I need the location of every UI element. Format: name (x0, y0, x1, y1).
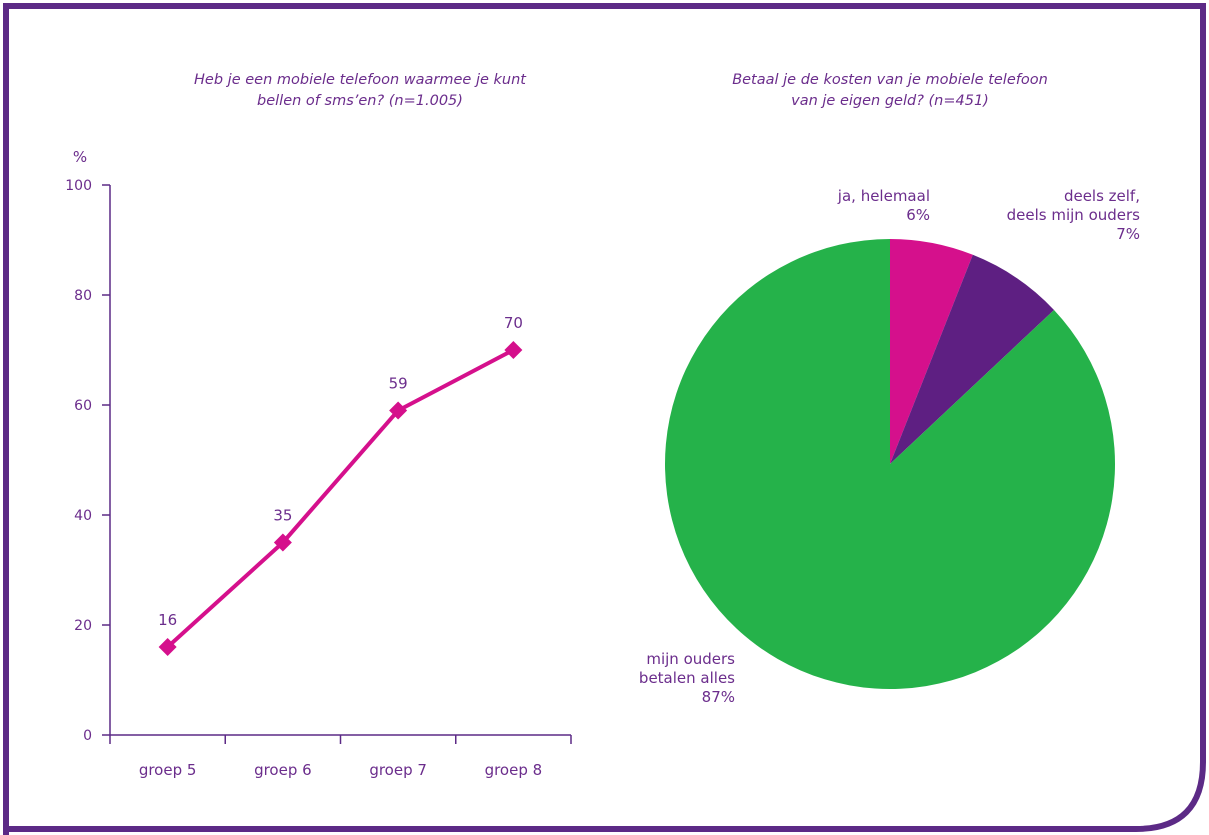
series-polyline (166, 348, 515, 649)
data-point-marker (158, 638, 177, 656)
line-chart-title-line-1: Heb je een mobiele telefoon waarmee je k… (194, 72, 526, 88)
pie-chart-title: Betaal je de kosten van je mobiele telef… (640, 70, 1140, 112)
pie-label-ouders-betalen-alles: mijn ouders betalen alles 87% (540, 650, 735, 707)
y-axis-label: % (73, 148, 87, 166)
line-chart-title: Heb je een mobiele telefoon waarmee je k… (100, 70, 620, 112)
y-tick-label: 60 (74, 398, 92, 414)
x-tick-label: groep 7 (369, 761, 427, 779)
data-point-marker (273, 533, 292, 552)
data-label: 70 (504, 314, 523, 332)
y-tick-label: 80 (74, 288, 92, 304)
y-tick-label: 40 (74, 508, 92, 524)
data-point-marker (389, 401, 408, 420)
y-tick-label: 0 (83, 728, 92, 744)
data-label: 35 (273, 507, 292, 525)
pie-label-text: ja, helemaal (837, 187, 930, 205)
data-point-marker (504, 341, 523, 359)
pie-label-text: deels zelf, (1063, 187, 1140, 205)
pie-slices (665, 239, 1116, 689)
data-label: 59 (389, 375, 408, 393)
x-axis: groep 5 groep 6 groep 7 groep 8 (109, 734, 572, 779)
pie-label-text: betalen alles (638, 669, 735, 687)
x-tick-label: groep 5 (139, 761, 197, 779)
pie-slice (890, 239, 973, 464)
pie-slice (665, 239, 1116, 689)
x-tick-label: groep 6 (254, 761, 312, 779)
pie-label-text: mijn ouders (646, 650, 735, 668)
x-tick-label: groep 8 (485, 761, 543, 779)
pie-label-percent: 6% (906, 206, 930, 224)
pie-label-percent: 7% (1116, 225, 1140, 243)
series-line: 16 35 59 70 (158, 314, 523, 656)
line-chart-title-line-2: bellen of sms’en? (n=1.005) (257, 93, 463, 109)
pie-label-deels-zelf: deels zelf, deels mijn ouders 7% (940, 187, 1140, 244)
data-label: 16 (158, 611, 177, 629)
pie-chart-title-line-2: van je eigen geld? (n=451) (791, 93, 989, 109)
y-axis: 0 20 40 60 80 100 (65, 178, 111, 744)
pie-label-text: deels mijn ouders (1006, 206, 1140, 224)
pie-slice (890, 254, 1055, 464)
y-tick-label: 20 (74, 618, 92, 634)
y-tick-label: 100 (65, 178, 92, 194)
pie-chart-title-line-1: Betaal je de kosten van je mobiele telef… (732, 72, 1048, 88)
pie-label-percent: 87% (701, 688, 735, 706)
pie-label-ja-helemaal: ja, helemaal 6% (760, 187, 930, 225)
